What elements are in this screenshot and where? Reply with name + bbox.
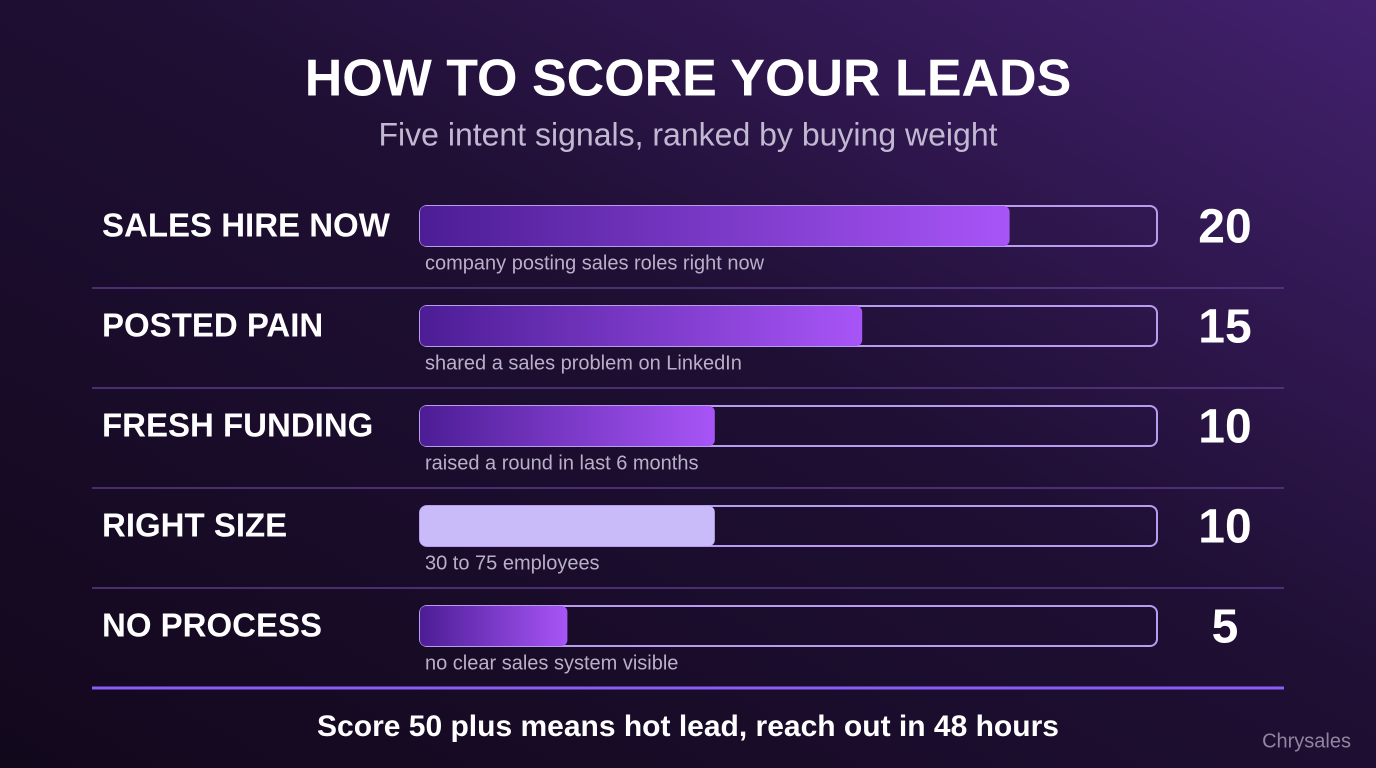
- row-description: 30 to 75 employees: [425, 552, 600, 574]
- value-label: 15: [1198, 301, 1251, 354]
- bar: [420, 206, 1010, 246]
- bar: [420, 506, 715, 546]
- bar: [420, 306, 863, 346]
- bar: [420, 406, 715, 446]
- chart-subtitle: Five intent signals, ranked by buying we…: [378, 116, 997, 152]
- row-label: RIGHT SIZE: [102, 507, 287, 544]
- footnote: Score 50 plus means hot lead, reach out …: [317, 710, 1059, 743]
- row-description: shared a sales problem on LinkedIn: [425, 352, 742, 374]
- value-label: 20: [1198, 201, 1251, 254]
- brand: Chrysales: [1262, 730, 1351, 752]
- value-label: 5: [1212, 601, 1239, 654]
- value-label: 10: [1198, 401, 1251, 454]
- row-label: SALES HIRE NOW: [102, 207, 391, 244]
- value-label: 10: [1198, 501, 1251, 554]
- row-label: FRESH FUNDING: [102, 407, 373, 444]
- row-label: NO PROCESS: [102, 607, 322, 644]
- row-description: company posting sales roles right now: [425, 252, 765, 274]
- bar: [420, 606, 568, 646]
- row-label: POSTED PAIN: [102, 307, 323, 344]
- row-description: raised a round in last 6 months: [425, 452, 699, 474]
- row-description: no clear sales system visible: [425, 652, 678, 674]
- chart-title: HOW TO SCORE YOUR LEADS: [305, 50, 1072, 108]
